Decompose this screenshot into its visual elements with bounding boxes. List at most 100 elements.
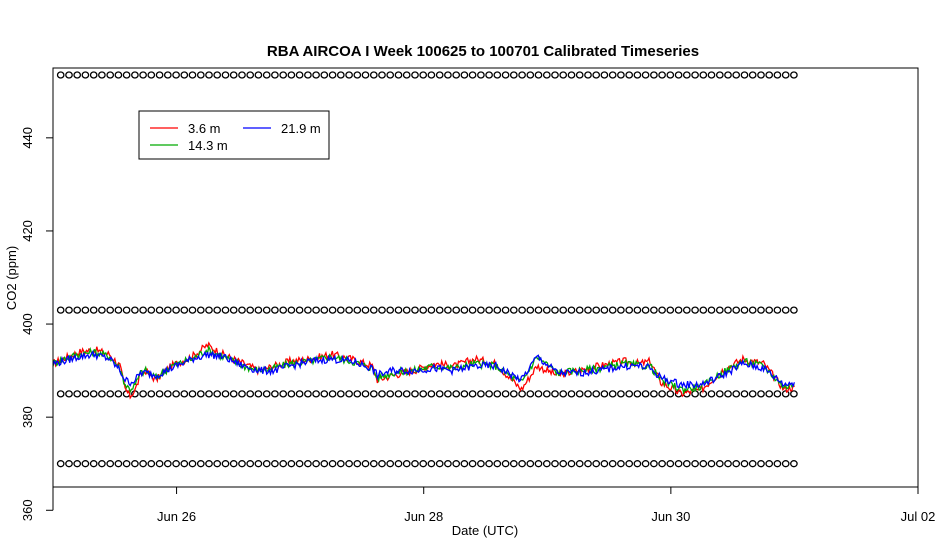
flag-marker bbox=[617, 460, 625, 468]
flag-marker bbox=[221, 306, 230, 314]
flag-marker bbox=[163, 390, 172, 398]
flag-marker bbox=[542, 390, 551, 398]
y-tick-label: 380 bbox=[20, 406, 35, 428]
x-tick-label: Jun 28 bbox=[404, 509, 443, 524]
flag-marker bbox=[89, 71, 98, 79]
flag-marker bbox=[238, 71, 246, 79]
flag-marker bbox=[65, 390, 73, 398]
flag-marker bbox=[444, 460, 452, 468]
flag-marker bbox=[180, 306, 189, 314]
flag-marker bbox=[625, 460, 634, 468]
flag-marker bbox=[304, 71, 312, 79]
legend-label: 21.9 m bbox=[281, 121, 321, 136]
flag-marker bbox=[493, 306, 502, 314]
flag-marker bbox=[361, 71, 370, 79]
flag-marker bbox=[262, 71, 271, 79]
flag-marker bbox=[452, 71, 461, 79]
flag-marker bbox=[435, 460, 444, 468]
flag-marker bbox=[56, 390, 65, 398]
flag-marker bbox=[650, 460, 658, 468]
flag-marker bbox=[139, 460, 147, 468]
flag-marker bbox=[559, 71, 568, 79]
flag-marker bbox=[724, 306, 732, 314]
flag-marker bbox=[658, 306, 666, 314]
flag-marker bbox=[641, 71, 650, 79]
flag-marker bbox=[740, 306, 749, 314]
flag-marker bbox=[460, 306, 469, 314]
series-line-21-9-m bbox=[52, 349, 796, 390]
flag-marker bbox=[196, 306, 205, 314]
flag-marker bbox=[328, 390, 337, 398]
flag-marker bbox=[757, 390, 765, 398]
flag-marker bbox=[419, 71, 428, 79]
flag-marker bbox=[592, 390, 601, 398]
flag-marker bbox=[452, 460, 461, 468]
flag-marker bbox=[666, 306, 675, 314]
flag-marker bbox=[73, 390, 82, 398]
flag-marker bbox=[81, 306, 90, 314]
flag-marker bbox=[658, 460, 666, 468]
flag-marker bbox=[542, 460, 551, 468]
flag-marker bbox=[180, 390, 189, 398]
flag-marker bbox=[131, 71, 139, 79]
flag-marker bbox=[98, 71, 106, 79]
flag-marker bbox=[748, 306, 757, 314]
flag-marker bbox=[534, 390, 543, 398]
flag-marker bbox=[592, 71, 601, 79]
flag-marker bbox=[724, 71, 732, 79]
flag-marker bbox=[518, 306, 526, 314]
flag-marker bbox=[765, 71, 774, 79]
flag-marker bbox=[584, 306, 592, 314]
flag-marker bbox=[131, 460, 139, 468]
flag-marker bbox=[188, 460, 197, 468]
flag-marker bbox=[81, 390, 90, 398]
flag-marker bbox=[394, 71, 403, 79]
flag-marker bbox=[73, 71, 82, 79]
flag-marker bbox=[336, 306, 345, 314]
flag-markers bbox=[56, 71, 798, 468]
flag-marker bbox=[518, 390, 526, 398]
flag-marker bbox=[765, 306, 774, 314]
x-tick-label: Jun 26 bbox=[157, 509, 196, 524]
flag-marker bbox=[477, 460, 485, 468]
flag-marker bbox=[625, 71, 634, 79]
flag-marker bbox=[575, 390, 584, 398]
flag-marker bbox=[551, 71, 559, 79]
flag-marker bbox=[411, 71, 419, 79]
flag-marker bbox=[320, 390, 329, 398]
flag-marker bbox=[320, 71, 329, 79]
flag-marker bbox=[419, 306, 428, 314]
flag-marker bbox=[229, 460, 238, 468]
flag-marker bbox=[757, 306, 765, 314]
flag-marker bbox=[163, 460, 172, 468]
flag-marker bbox=[732, 306, 741, 314]
flag-marker bbox=[213, 390, 222, 398]
flag-marker bbox=[188, 71, 197, 79]
flag-marker bbox=[617, 71, 625, 79]
flag-marker bbox=[287, 71, 296, 79]
flag-marker bbox=[748, 71, 757, 79]
flag-marker bbox=[707, 390, 716, 398]
flag-marker bbox=[773, 460, 782, 468]
flag-marker bbox=[147, 460, 156, 468]
flag-marker bbox=[73, 460, 82, 468]
flag-marker bbox=[757, 460, 765, 468]
flag-marker bbox=[312, 71, 320, 79]
flag-marker bbox=[715, 306, 724, 314]
flag-marker bbox=[650, 71, 658, 79]
flag-marker bbox=[584, 390, 592, 398]
flag-marker bbox=[205, 460, 213, 468]
flag-marker bbox=[518, 71, 526, 79]
y-tick-label: 420 bbox=[20, 220, 35, 242]
flag-marker bbox=[246, 460, 255, 468]
flag-marker bbox=[271, 306, 279, 314]
flag-marker bbox=[304, 306, 312, 314]
flag-marker bbox=[271, 460, 279, 468]
flag-marker bbox=[509, 306, 518, 314]
flag-marker bbox=[460, 71, 469, 79]
flag-marker bbox=[89, 390, 98, 398]
flag-marker bbox=[790, 306, 798, 314]
flag-marker bbox=[493, 460, 502, 468]
flag-marker bbox=[551, 460, 559, 468]
flag-marker bbox=[73, 306, 82, 314]
